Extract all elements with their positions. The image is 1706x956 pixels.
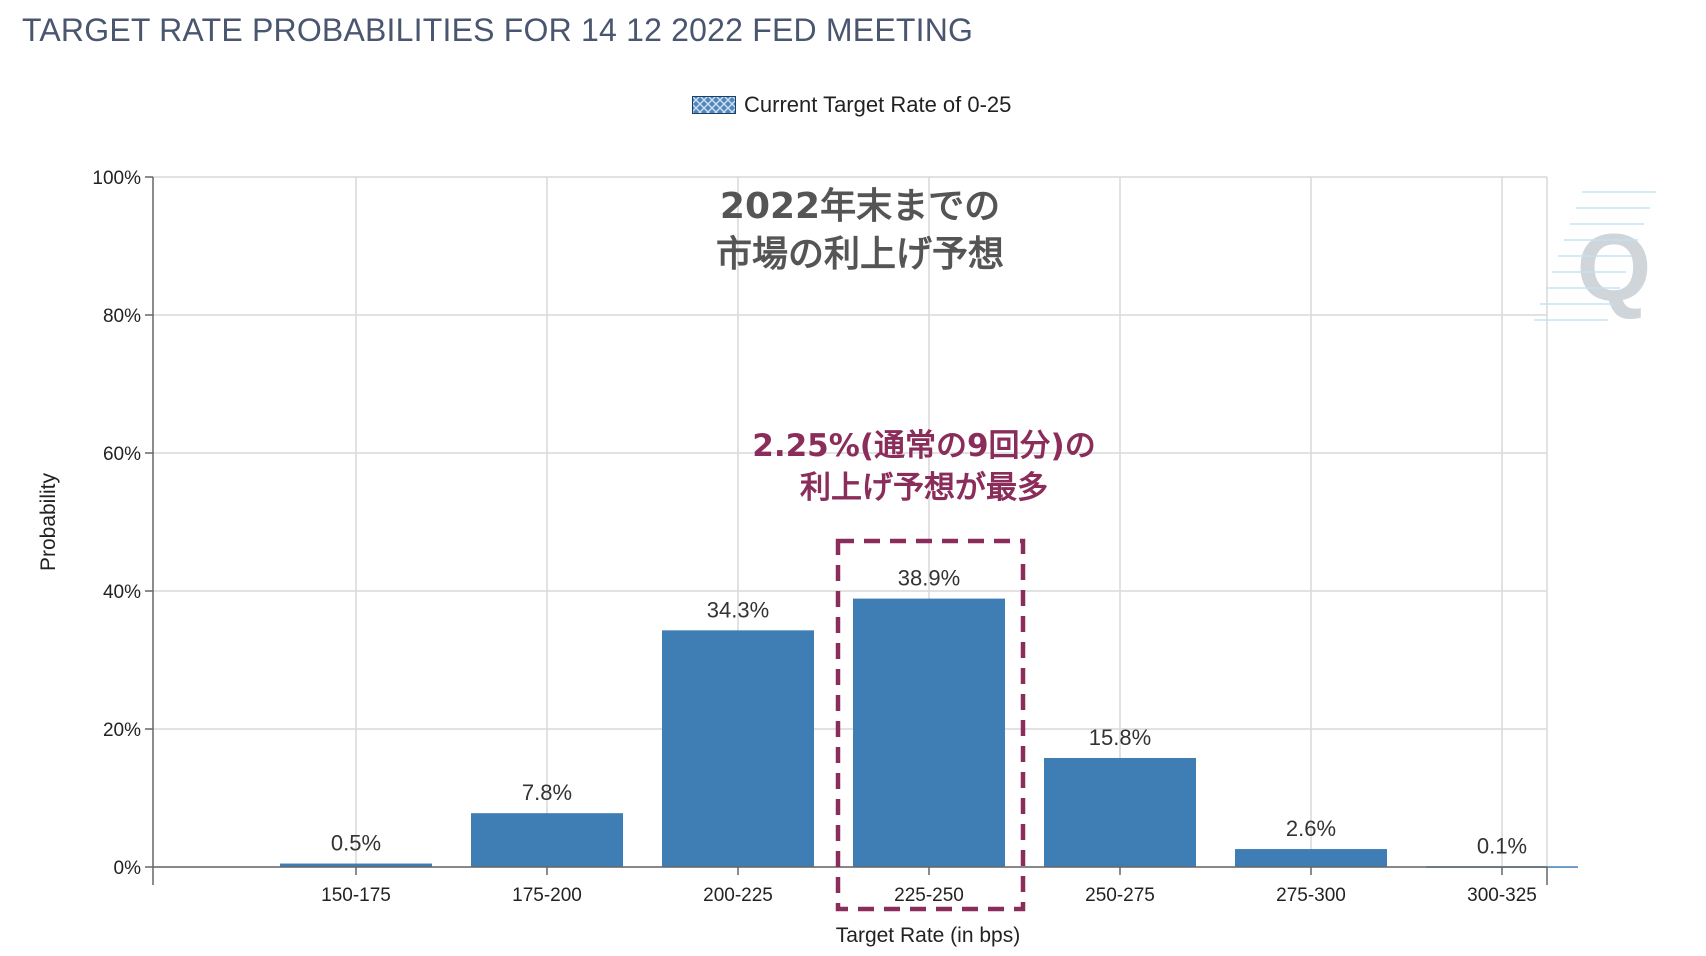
bar-275-300 <box>1235 849 1387 867</box>
x-tick-label-300-325: 300-325 <box>1467 885 1537 906</box>
bar-150-175 <box>280 863 432 867</box>
axes <box>145 176 1548 885</box>
x-tick-label-225-250: 225-250 <box>894 885 964 906</box>
bars <box>280 598 1578 868</box>
x-tick-label-175-200: 175-200 <box>512 885 582 906</box>
x-tick-label-200-225: 200-225 <box>703 885 773 906</box>
y-tick-label: 20% <box>103 720 141 741</box>
chart-title: TARGET RATE PROBABILITIES FOR 14 12 2022… <box>22 12 974 48</box>
data-label-300-325: 0.1% <box>1477 833 1527 858</box>
legend: Current Target Rate of 0-25 <box>692 92 1011 118</box>
annotation-callout-line-1: 2.25%(通常の9回分)の <box>752 428 1095 464</box>
x-axis-title: Target Rate (in bps) <box>836 924 1020 947</box>
grid-lines <box>153 176 1548 868</box>
y-tick-label: 0% <box>114 858 142 879</box>
annotation-main-line-1: 2022年末までの <box>720 186 1000 227</box>
data-label-225-250: 38.9% <box>898 566 960 591</box>
annotation-callout-line-2: 利上げ予想が最多 <box>800 470 1048 506</box>
data-label-250-275: 15.8% <box>1089 725 1151 750</box>
q-logo-icon: Q <box>1534 191 1656 321</box>
data-label-175-200: 7.8% <box>522 780 572 805</box>
y-tick-label: 80% <box>103 306 141 327</box>
bar-225-250 <box>853 598 1005 867</box>
x-tick-label-275-300: 275-300 <box>1276 885 1346 906</box>
y-tick-label: 60% <box>103 444 141 465</box>
bar-250-275 <box>1044 757 1196 867</box>
bar-200-225 <box>662 630 814 867</box>
x-tick-label-150-175: 150-175 <box>321 885 391 906</box>
data-label-200-225: 34.3% <box>707 597 769 622</box>
y-tick-label: 40% <box>103 582 141 603</box>
highlight-box <box>835 538 1026 912</box>
legend-swatch <box>692 96 736 114</box>
legend-label: Current Target Rate of 0-25 <box>744 92 1012 117</box>
labels: 0% 20% 40% 60% 80% 100% 0.5% 150-175 7.8% 175-200… <box>37 168 1537 947</box>
y-axis-title: Probability <box>37 472 60 571</box>
y-tick-label: 100% <box>92 168 141 189</box>
bar-175-200 <box>471 813 623 867</box>
data-label-275-300: 2.6% <box>1286 816 1336 841</box>
data-label-150-175: 0.5% <box>331 831 381 856</box>
x-tick-label-250-275: 250-275 <box>1085 885 1155 906</box>
annotation-main-line-2: 市場の利上げ予想 <box>716 234 1004 275</box>
